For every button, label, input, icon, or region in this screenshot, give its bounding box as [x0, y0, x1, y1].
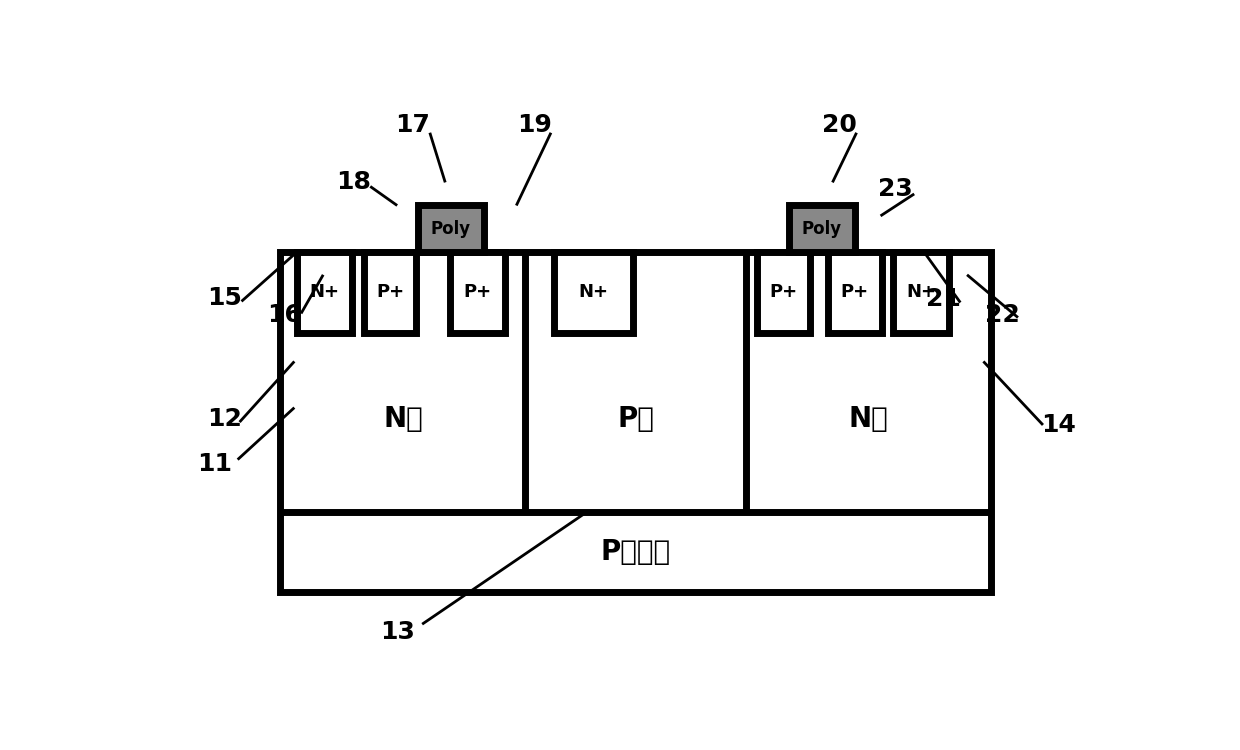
- Text: Poly: Poly: [432, 220, 471, 238]
- Text: 15: 15: [207, 286, 242, 310]
- Bar: [450, 252, 505, 332]
- Text: N+: N+: [906, 284, 936, 302]
- Text: N阱: N阱: [848, 405, 888, 433]
- Text: 17: 17: [396, 112, 430, 136]
- Bar: [280, 252, 991, 592]
- Text: 21: 21: [925, 287, 961, 311]
- Text: 23: 23: [878, 177, 913, 201]
- Text: P阱: P阱: [618, 405, 653, 433]
- Text: P+: P+: [770, 284, 797, 302]
- Text: N阱: N阱: [383, 405, 423, 433]
- Bar: [418, 206, 484, 252]
- Text: 12: 12: [207, 407, 242, 431]
- Text: 20: 20: [822, 112, 857, 136]
- Bar: [828, 252, 882, 332]
- Bar: [789, 206, 854, 252]
- Bar: [756, 252, 811, 332]
- Text: P+: P+: [464, 284, 491, 302]
- Text: P型衬底: P型衬底: [600, 538, 671, 566]
- Text: 13: 13: [379, 620, 414, 644]
- Text: Poly: Poly: [802, 220, 842, 238]
- Text: 14: 14: [1040, 413, 1076, 437]
- Text: N+: N+: [578, 284, 608, 302]
- Text: 19: 19: [517, 112, 552, 136]
- Text: N+: N+: [310, 284, 340, 302]
- Text: 18: 18: [336, 170, 371, 194]
- Text: 22: 22: [986, 303, 1021, 327]
- Text: 16: 16: [268, 303, 303, 327]
- Bar: [298, 252, 352, 332]
- Text: P+: P+: [377, 284, 404, 302]
- Bar: [893, 252, 949, 332]
- Bar: [365, 252, 417, 332]
- Text: P+: P+: [841, 284, 869, 302]
- Text: 11: 11: [197, 452, 232, 476]
- Bar: [554, 252, 632, 332]
